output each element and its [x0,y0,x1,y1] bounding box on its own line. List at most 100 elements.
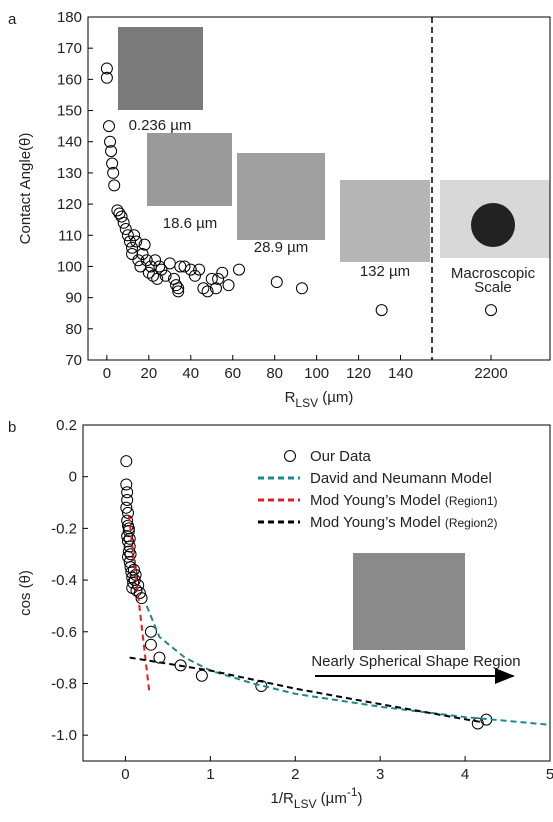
y-tick-label: 180 [57,9,82,26]
data-point [193,263,206,276]
data-point [209,282,222,295]
data-point [126,571,139,584]
data-point [172,285,185,298]
data-point [107,166,120,179]
x-tick-label: 2200 [474,365,507,382]
data-point [126,241,139,254]
x-axis-label-part: -1 [347,785,358,799]
x-tick-label: 20 [140,365,157,382]
data-point [119,223,132,236]
panel-label: a [8,11,17,28]
x-tick-label: 40 [182,365,199,382]
data-point [105,145,118,158]
x-tick-label: 3 [376,766,384,783]
data-point [120,478,133,491]
y-axis-label: cos (θ) [17,570,34,616]
y-tick-label: 90 [65,290,82,307]
data-point [126,247,139,260]
data-point [122,522,135,535]
data-point [195,669,208,682]
data-point [122,535,135,548]
annotation: Nearly Spherical Shape Region [311,653,520,670]
droplet [471,203,515,247]
data-point [104,135,117,148]
data-point [222,279,235,292]
inset-image [340,180,430,262]
data-point [233,263,246,276]
inset-image [237,153,325,240]
data-point [108,179,121,192]
inset-caption: Macroscopic [451,265,536,282]
y-tick-label: 160 [57,71,82,88]
data-point [184,263,197,276]
data-point [102,120,115,133]
data-point [120,455,133,468]
y-tick-label: -0.2 [51,520,77,537]
y-tick-label: 0.2 [56,417,77,434]
y-tick-label: 140 [57,134,82,151]
plot-frame [87,16,551,361]
y-tick-label: 170 [57,40,82,57]
x-tick-label: 60 [224,365,241,382]
data-point [485,304,497,317]
data-point [122,545,135,558]
inset-caption: 0.236 µm [129,117,192,134]
data-point [159,269,172,282]
inset-caption: Scale [474,279,512,296]
y-tick-label: -0.6 [51,624,77,641]
legend-label: Our Data [310,448,372,465]
data-point [149,254,162,267]
x-axis-label: RLSV (µm) [285,389,354,410]
inset-image [147,133,232,206]
x-tick-label: 1 [206,766,214,783]
data-point [117,216,130,229]
inset-caption: 132 µm [360,263,410,280]
data-point [121,486,134,499]
legend-label: David and Neumann Model [310,470,492,487]
x-axis-label-part: (µm [317,790,347,807]
y-tick-label: -0.8 [51,675,77,692]
x-axis-label-part: LSV [294,797,317,811]
y-tick-label: -1.0 [51,727,77,744]
legend-label: Mod Young’s Model (Region2) [310,514,498,531]
inset-caption: 18.6 µm [163,215,218,232]
data-point [140,254,153,267]
data-point [270,276,283,289]
legend-note: (Region2) [445,516,498,530]
data-point [295,282,308,295]
legend-name: Mod Young’s Model [310,492,441,509]
y-tick-label: 70 [65,352,82,369]
x-axis-label-part: ) [358,790,363,807]
data-point [124,548,137,561]
x-tick-label: 140 [388,365,413,382]
data-point [123,532,136,545]
x-axis-label-part: LSV [295,396,318,410]
y-tick-label: 120 [57,196,82,213]
legend-name: David and Neumann Model [310,470,492,487]
data-point [122,506,135,519]
data-point [375,304,388,317]
y-tick-label: 80 [65,321,82,338]
data-point [134,260,147,273]
data-point [216,266,229,279]
inset-caption: 28.9 µm [254,239,309,256]
data-point [153,651,166,664]
y-tick-label: 110 [58,227,82,244]
data-point [115,210,128,223]
data-point [121,229,134,242]
plot-frame [82,424,551,762]
x-tick-label: 4 [461,766,469,783]
data-point [147,269,160,282]
data-point [172,282,185,295]
data-point [106,157,119,170]
data-point [130,235,143,248]
x-tick-label: 100 [304,365,329,382]
data-point [133,587,146,599]
x-axis-label-part: R [285,389,296,406]
data-point [138,238,151,251]
y-tick-label: -0.4 [51,572,77,589]
data-point [471,717,484,730]
panel-label: b [8,419,16,436]
data-point [163,257,176,270]
